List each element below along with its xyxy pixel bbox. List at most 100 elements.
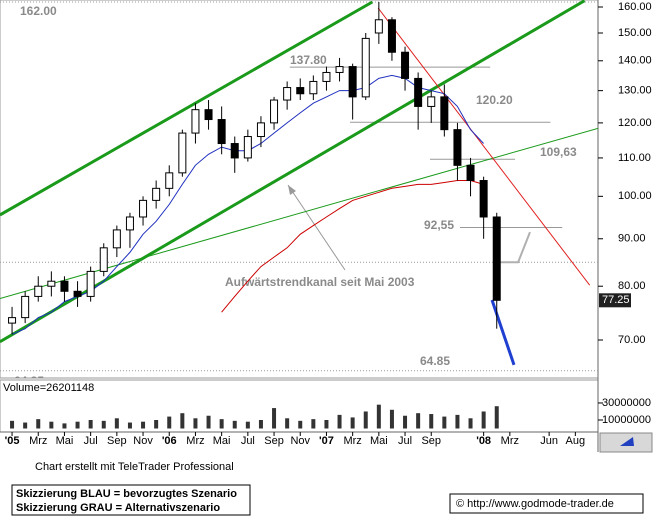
- candle-body: [309, 80, 318, 95]
- legend-box: [11, 484, 251, 516]
- level-label: 109,63: [540, 145, 577, 159]
- trendline: [377, 7, 591, 286]
- y-tick-label: 80.00: [618, 280, 646, 292]
- candle-body: [466, 164, 475, 182]
- volume-bar: [416, 413, 421, 429]
- y-tick-label: 160.00: [618, 1, 652, 13]
- y-tick-label: 150.00: [618, 27, 652, 39]
- volume-tick-label: 10000000: [602, 414, 651, 426]
- candle-body: [99, 247, 108, 272]
- volume-tick-label: 30000000: [602, 397, 651, 409]
- volume-bar: [258, 419, 263, 429]
- x-tick-label: Mrz: [186, 435, 204, 447]
- y-tick-label: 140.00: [618, 55, 652, 67]
- volume-bar: [23, 422, 28, 429]
- level-label: 137.80: [290, 53, 327, 67]
- candle-body: [492, 216, 501, 301]
- credit: Chart erstellt mit TeleTrader Profession…: [35, 461, 234, 473]
- candle-body: [204, 109, 213, 121]
- volume-bar: [363, 411, 368, 429]
- copyright-box: [449, 493, 644, 514]
- candle-body: [414, 77, 423, 107]
- y-tick-label: 110.00: [618, 152, 651, 164]
- candle-body: [256, 122, 265, 138]
- legend-text: Skizzierung BLAU = bevorzugtes Szenario: [16, 488, 237, 500]
- x-tick-label: '05: [5, 435, 20, 447]
- candle-body: [401, 51, 410, 79]
- annotation: Aufwärtstrendkanal seit Mai 2003: [225, 275, 415, 289]
- x-tick-label: Jun: [540, 435, 558, 447]
- candle-body: [361, 37, 370, 98]
- candle-body: [427, 96, 436, 107]
- volume-bar: [88, 419, 93, 429]
- volume-bar: [167, 416, 172, 429]
- volume-bar: [442, 416, 447, 429]
- volume-bar: [494, 406, 499, 429]
- volume-bar: [389, 409, 394, 429]
- volume-bar: [232, 420, 237, 429]
- level-label: 64.85: [420, 354, 450, 368]
- trendline: [0, 127, 598, 299]
- trendline: [490, 299, 516, 366]
- trendline: [0, 0, 586, 343]
- x-tick-label: Mrz: [343, 435, 361, 447]
- x-tick-label: Mai: [213, 435, 231, 447]
- candle-body: [191, 109, 200, 134]
- candle-body: [270, 99, 279, 124]
- volume-label: Volume=26201148: [3, 382, 94, 394]
- x-tick-label: '07: [319, 435, 334, 447]
- volume-bar: [193, 418, 198, 429]
- x-tick-label: '08: [476, 435, 491, 447]
- candle-body: [322, 71, 331, 82]
- candle-body: [387, 19, 396, 53]
- candle-body: [178, 132, 187, 174]
- x-tick-label: Jul: [84, 435, 98, 447]
- candle-body: [21, 295, 30, 319]
- candle-body: [217, 119, 226, 145]
- x-tick-label: Mai: [56, 435, 74, 447]
- volume-bar: [403, 415, 408, 429]
- level-label: 64.85: [14, 374, 44, 388]
- volume-bar: [219, 419, 224, 429]
- volume-bar: [206, 415, 211, 429]
- candle-body: [139, 199, 148, 218]
- candle-body: [335, 66, 344, 73]
- volume-bar: [350, 417, 355, 429]
- y-tick-label: 120.00: [618, 117, 652, 129]
- volume-bar: [10, 420, 15, 429]
- x-tick-label: Jul: [241, 435, 255, 447]
- trendline: [500, 231, 531, 264]
- level-label: 92,55: [424, 218, 454, 232]
- volume-bar: [285, 418, 290, 429]
- tool-icon: [620, 437, 634, 446]
- volume-bar: [62, 423, 67, 429]
- y-tick-label: 100.00: [618, 190, 652, 202]
- volume-bar: [455, 414, 460, 429]
- volume-bar: [337, 414, 342, 429]
- x-tick-label: Sep: [421, 435, 441, 447]
- y-tick-label: 90.00: [618, 233, 646, 245]
- candle-body: [165, 172, 174, 189]
- volume-bar: [272, 408, 277, 429]
- volume-bar: [75, 421, 80, 429]
- volume-bar: [324, 419, 329, 429]
- volume-bar: [141, 421, 146, 429]
- x-tick-label: Jul: [398, 435, 412, 447]
- x-tick-label: Sep: [107, 435, 127, 447]
- copyright: © http://www.godmode-trader.de: [456, 498, 614, 510]
- candle-body: [152, 187, 161, 201]
- volume-bar: [101, 420, 106, 429]
- volume-bar: [127, 422, 132, 429]
- candle-body: [296, 87, 305, 95]
- candle-body: [86, 270, 95, 297]
- volume-bar: [376, 404, 381, 429]
- x-tick-label: Nov: [133, 435, 153, 447]
- candle-body: [230, 143, 239, 159]
- volume-bar: [311, 419, 316, 429]
- candle-body: [479, 180, 488, 218]
- candle-body: [125, 216, 134, 231]
- annotation-arrowhead: [288, 185, 296, 195]
- annotation-arrow: [287, 184, 346, 271]
- x-tick-label: Mai: [370, 435, 388, 447]
